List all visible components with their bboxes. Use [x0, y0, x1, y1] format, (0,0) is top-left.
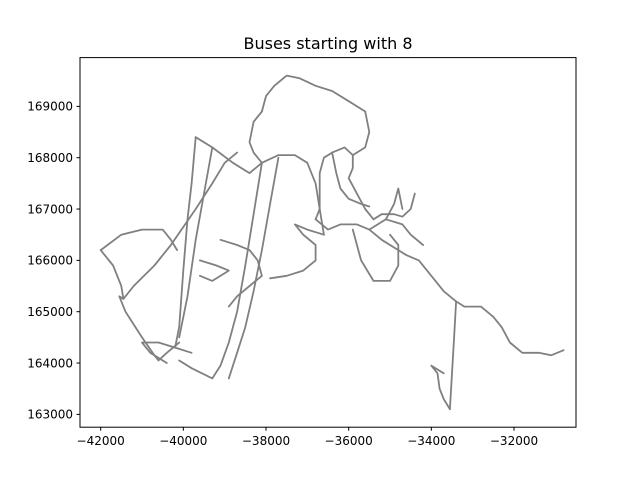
y-tick-label: 167000: [27, 202, 73, 216]
route-10: [219, 238, 263, 308]
route-14: [260, 74, 371, 157]
y-tick-label: 165000: [27, 305, 73, 319]
x-tick-label: −32000: [490, 434, 538, 448]
route-17: [314, 218, 565, 357]
route-18: [351, 228, 400, 282]
route-1: [99, 228, 179, 252]
route-23: [430, 364, 451, 411]
y-tick-label: 164000: [27, 356, 73, 370]
route-12: [269, 223, 325, 280]
plot-frame: [79, 57, 577, 428]
route-16: [331, 151, 371, 208]
route-5: [174, 136, 197, 349]
y-tick-label: 169000: [27, 100, 73, 114]
route-8: [227, 156, 280, 380]
x-axis: −42000 −40000 −38000 −36000 −34000 −32000: [77, 427, 538, 448]
route-21: [384, 187, 404, 221]
x-tick-label: −34000: [407, 434, 455, 448]
y-tick-label: 166000: [27, 254, 73, 268]
y-tick-label: 163000: [27, 408, 73, 422]
route-7: [178, 161, 263, 380]
route-15: [248, 110, 263, 164]
route-20: [372, 192, 416, 221]
x-tick-label: −42000: [77, 434, 125, 448]
route-22: [448, 300, 458, 411]
route-11: [141, 341, 193, 364]
chart-title: Buses starting with 8: [243, 34, 412, 53]
route-3: [122, 151, 239, 300]
y-tick-label: 168000: [27, 151, 73, 165]
x-tick-label: −40000: [159, 434, 207, 448]
route-2: [99, 249, 181, 362]
route-lines: [99, 74, 565, 411]
x-tick-label: −36000: [325, 434, 373, 448]
route-6: [178, 146, 214, 339]
route-9: [198, 259, 230, 282]
route-4: [194, 136, 321, 221]
x-tick-label: −38000: [242, 434, 290, 448]
y-axis: 163000 164000 165000 166000 167000 168000 1690…: [27, 100, 80, 422]
route-13: [318, 146, 375, 236]
route-19: [368, 218, 425, 246]
